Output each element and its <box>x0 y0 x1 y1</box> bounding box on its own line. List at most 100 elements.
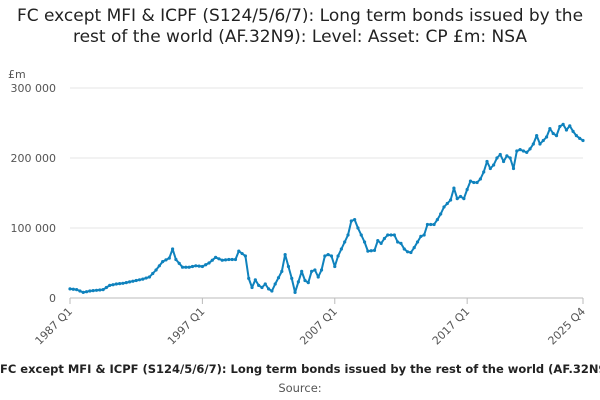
data-point[interactable] <box>316 275 320 279</box>
data-point[interactable] <box>137 278 142 282</box>
data-point[interactable] <box>204 263 208 267</box>
data-point[interactable] <box>68 287 72 291</box>
data-point[interactable] <box>237 249 241 253</box>
data-point[interactable] <box>220 258 224 262</box>
data-point[interactable] <box>290 276 294 280</box>
data-point[interactable] <box>415 240 420 244</box>
data-point[interactable] <box>270 289 274 293</box>
data-point[interactable] <box>167 256 171 260</box>
data-point[interactable] <box>233 257 238 262</box>
data-point[interactable] <box>528 147 532 151</box>
data-point[interactable] <box>306 281 310 285</box>
data-point[interactable] <box>419 234 423 238</box>
data-point[interactable] <box>535 134 539 138</box>
data-point[interactable] <box>343 240 347 244</box>
data-point[interactable] <box>190 264 195 269</box>
data-point[interactable] <box>558 124 562 129</box>
data-point[interactable] <box>81 290 85 294</box>
data-point[interactable] <box>131 279 135 283</box>
data-point[interactable] <box>230 257 234 262</box>
data-point[interactable] <box>475 180 479 185</box>
data-point[interactable] <box>329 254 334 258</box>
data-point[interactable] <box>333 264 337 269</box>
data-point[interactable] <box>180 265 185 269</box>
data-point[interactable] <box>260 285 264 290</box>
data-point[interactable] <box>442 205 446 209</box>
data-point[interactable] <box>78 289 82 293</box>
data-point[interactable] <box>257 283 261 287</box>
data-point[interactable] <box>581 138 585 143</box>
data-point[interactable] <box>429 222 433 227</box>
data-point[interactable] <box>263 282 267 286</box>
data-point[interactable] <box>472 180 476 185</box>
data-point[interactable] <box>253 278 257 282</box>
data-point[interactable] <box>194 264 198 268</box>
data-point[interactable] <box>386 233 390 237</box>
data-point[interactable] <box>303 278 307 283</box>
data-point[interactable] <box>134 278 138 283</box>
data-point[interactable] <box>396 240 400 244</box>
data-point[interactable] <box>511 166 516 171</box>
data-point[interactable] <box>323 254 327 258</box>
data-point[interactable] <box>548 127 552 131</box>
data-point[interactable] <box>449 198 453 202</box>
data-point[interactable] <box>91 289 95 293</box>
data-point[interactable] <box>356 226 360 230</box>
data-point[interactable] <box>435 218 439 222</box>
data-point[interactable] <box>197 264 201 268</box>
data-point[interactable] <box>392 233 396 237</box>
data-point[interactable] <box>531 142 535 146</box>
data-point[interactable] <box>250 285 254 290</box>
data-point[interactable] <box>445 201 449 206</box>
data-point[interactable] <box>541 138 545 143</box>
data-point[interactable] <box>147 275 152 279</box>
data-point[interactable] <box>171 247 175 251</box>
data-point[interactable] <box>336 254 340 258</box>
data-point[interactable] <box>492 163 496 167</box>
data-point[interactable] <box>101 288 105 292</box>
data-point[interactable] <box>501 159 506 164</box>
data-point[interactable] <box>574 134 578 138</box>
data-point[interactable] <box>319 268 324 272</box>
data-point[interactable] <box>544 135 549 139</box>
data-point[interactable] <box>280 269 284 273</box>
data-point[interactable] <box>240 251 244 256</box>
data-point[interactable] <box>273 282 277 286</box>
data-point[interactable] <box>452 186 456 190</box>
data-point[interactable] <box>462 197 466 201</box>
data-point[interactable] <box>521 149 526 153</box>
data-point[interactable] <box>200 264 204 269</box>
data-point[interactable] <box>300 269 304 273</box>
data-point[interactable] <box>349 219 353 223</box>
data-point[interactable] <box>266 287 271 291</box>
data-point[interactable] <box>389 233 393 237</box>
data-point[interactable] <box>495 156 499 160</box>
data-point[interactable] <box>84 290 89 294</box>
data-point[interactable] <box>207 261 211 265</box>
data-point[interactable] <box>578 136 582 140</box>
data-point[interactable] <box>405 250 410 254</box>
data-point[interactable] <box>283 253 287 257</box>
data-point[interactable] <box>104 285 109 290</box>
data-point[interactable] <box>554 134 559 138</box>
data-point[interactable] <box>564 128 569 132</box>
data-point[interactable] <box>551 131 555 136</box>
data-point[interactable] <box>164 258 168 262</box>
data-point[interactable] <box>515 149 519 153</box>
data-point[interactable] <box>409 250 413 255</box>
data-point[interactable] <box>379 241 383 245</box>
data-point[interactable] <box>568 124 572 128</box>
data-point[interactable] <box>286 264 291 269</box>
data-point[interactable] <box>157 264 161 268</box>
data-point[interactable] <box>432 222 436 227</box>
data-point[interactable] <box>247 276 251 280</box>
data-point[interactable] <box>151 271 155 276</box>
data-point[interactable] <box>326 253 330 257</box>
data-point[interactable] <box>362 240 367 244</box>
data-point[interactable] <box>518 148 522 152</box>
data-point[interactable] <box>98 288 102 292</box>
data-point[interactable] <box>223 258 228 262</box>
data-point[interactable] <box>154 268 158 272</box>
data-point[interactable] <box>118 282 122 286</box>
data-point[interactable] <box>498 152 502 157</box>
